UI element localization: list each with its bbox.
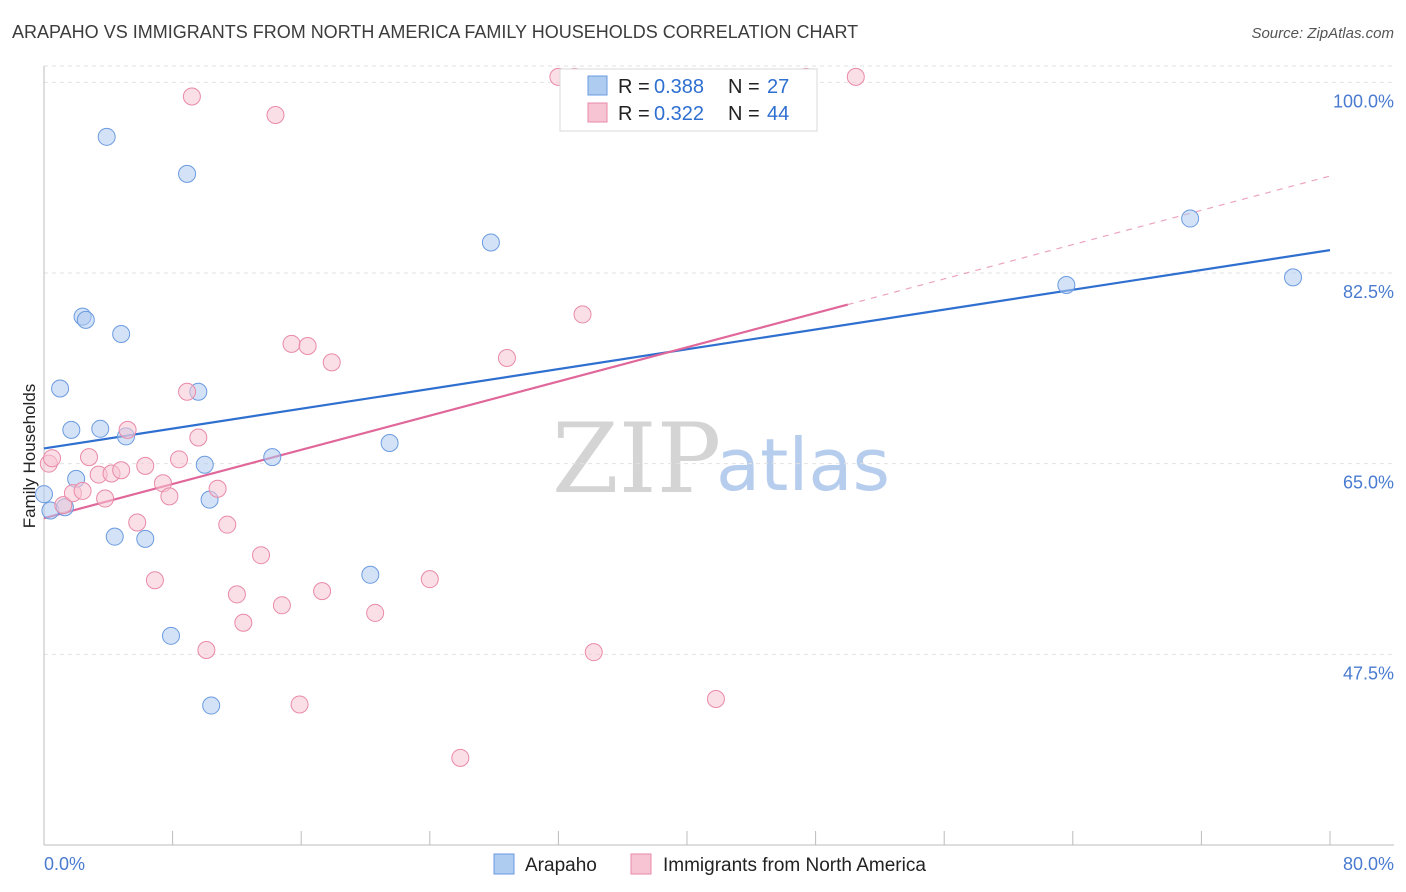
data-point-immigrants bbox=[272, 596, 291, 615]
data-point-immigrants bbox=[282, 334, 301, 353]
data-point-immigrants bbox=[290, 695, 309, 714]
data-point-immigrants bbox=[234, 613, 253, 632]
series-label-arapaho: Arapaho bbox=[525, 855, 597, 876]
data-point-arapaho bbox=[1057, 275, 1076, 294]
data-point-immigrants bbox=[266, 106, 285, 125]
x-tick-label-max: 80.0% bbox=[1343, 854, 1394, 874]
legend-r-label-arapaho: R = bbox=[618, 76, 650, 98]
data-point-immigrants bbox=[366, 603, 385, 622]
data-point-immigrants bbox=[80, 448, 99, 467]
data-point-immigrants bbox=[54, 496, 73, 515]
legend-n-value-arapaho: 27 bbox=[767, 76, 789, 98]
trend-lines bbox=[43, 175, 1331, 520]
source-label: Source: ZipAtlas.com bbox=[1251, 25, 1394, 42]
y-tick-label: 65.0% bbox=[1343, 473, 1394, 493]
data-point-immigrants bbox=[313, 582, 332, 601]
data-point-immigrants bbox=[73, 481, 92, 500]
y-tick-label: 82.5% bbox=[1343, 282, 1394, 302]
series-label-immigrants: Immigrants from North America bbox=[663, 855, 926, 876]
data-point-immigrants bbox=[43, 449, 62, 468]
data-point-arapaho bbox=[202, 696, 221, 715]
y-tick-labels: 47.5% 65.0% 82.5% 100.0% bbox=[1333, 91, 1394, 683]
data-point-immigrants bbox=[227, 585, 246, 604]
watermark-zip: ZIP bbox=[552, 403, 721, 515]
data-point-immigrants bbox=[96, 489, 115, 508]
data-point-arapaho bbox=[97, 127, 116, 146]
watermark: ZIP atlas bbox=[552, 403, 890, 515]
series-legend: Arapaho Immigrants from North America bbox=[493, 853, 926, 876]
data-point-immigrants bbox=[584, 643, 603, 662]
data-point-immigrants bbox=[451, 748, 470, 767]
series-swatch-arapaho bbox=[493, 853, 515, 875]
data-point-immigrants bbox=[128, 513, 147, 532]
data-point-immigrants bbox=[170, 450, 189, 469]
data-point-arapaho bbox=[380, 433, 399, 452]
data-point-arapaho bbox=[91, 419, 110, 438]
data-point-arapaho bbox=[361, 565, 380, 584]
data-point-arapaho bbox=[195, 455, 214, 474]
data-point-arapaho bbox=[76, 310, 95, 329]
y-tick-label: 100.0% bbox=[1333, 91, 1394, 111]
data-point-immigrants bbox=[497, 348, 516, 367]
data-point-immigrants bbox=[178, 382, 197, 401]
watermark-atlas: atlas bbox=[716, 423, 890, 507]
legend-r-value-immigrants: 0.322 bbox=[654, 103, 704, 125]
y-tick-label: 47.5% bbox=[1343, 663, 1394, 683]
data-point-arapaho bbox=[263, 448, 282, 467]
data-point-arapaho bbox=[1181, 209, 1200, 228]
data-point-immigrants bbox=[573, 305, 592, 324]
data-point-immigrants bbox=[136, 456, 155, 475]
data-point-arapaho bbox=[178, 164, 197, 183]
data-point-arapaho bbox=[62, 420, 81, 439]
data-point-arapaho bbox=[51, 379, 70, 398]
data-point-immigrants bbox=[182, 87, 201, 106]
legend-n-value-immigrants: 44 bbox=[767, 103, 789, 125]
trend-line-immigrants bbox=[43, 303, 849, 520]
data-point-immigrants bbox=[252, 546, 271, 565]
data-point-arapaho bbox=[136, 529, 155, 548]
legend-swatch-immigrants bbox=[587, 102, 608, 123]
legend-r-value-arapaho: 0.388 bbox=[654, 76, 704, 98]
data-point-immigrants bbox=[706, 690, 725, 709]
grid-lines bbox=[44, 65, 1394, 655]
data-point-immigrants bbox=[160, 487, 179, 506]
chart-title: ARAPAHO VS IMMIGRANTS FROM NORTH AMERICA… bbox=[12, 22, 858, 42]
data-point-arapaho bbox=[112, 325, 131, 344]
data-point-arapaho bbox=[481, 233, 500, 252]
data-point-immigrants bbox=[145, 571, 164, 590]
stats-legend: R = 0.388 N = 27 R = 0.322 N = 44 bbox=[559, 68, 818, 132]
data-point-immigrants bbox=[208, 479, 227, 498]
series-swatch-immigrants bbox=[630, 853, 652, 875]
x-tick-label-min: 0.0% bbox=[44, 854, 85, 874]
data-point-immigrants bbox=[118, 420, 137, 439]
data-point-immigrants bbox=[197, 640, 216, 659]
legend-r-label-immigrants: R = bbox=[618, 103, 650, 125]
data-point-immigrants bbox=[298, 337, 317, 356]
data-point-arapaho bbox=[1284, 268, 1303, 287]
trend-line-arapaho bbox=[43, 249, 1331, 450]
data-point-immigrants bbox=[846, 67, 865, 86]
data-point-arapaho bbox=[161, 626, 180, 645]
data-point-immigrants bbox=[322, 353, 341, 372]
legend-n-label-arapaho: N = bbox=[728, 76, 760, 98]
data-point-arapaho bbox=[105, 527, 124, 546]
legend-n-label-immigrants: N = bbox=[728, 103, 760, 125]
data-point-arapaho bbox=[35, 485, 53, 504]
data-point-immigrants bbox=[189, 428, 208, 447]
data-point-immigrants bbox=[420, 570, 439, 589]
data-point-immigrants bbox=[218, 515, 237, 534]
y-axis-label: Family Households bbox=[20, 384, 39, 529]
data-point-immigrants bbox=[112, 461, 131, 480]
legend-swatch-arapaho bbox=[587, 75, 608, 96]
trend-line-extension-immigrants bbox=[847, 175, 1331, 306]
data-points bbox=[35, 67, 1303, 767]
